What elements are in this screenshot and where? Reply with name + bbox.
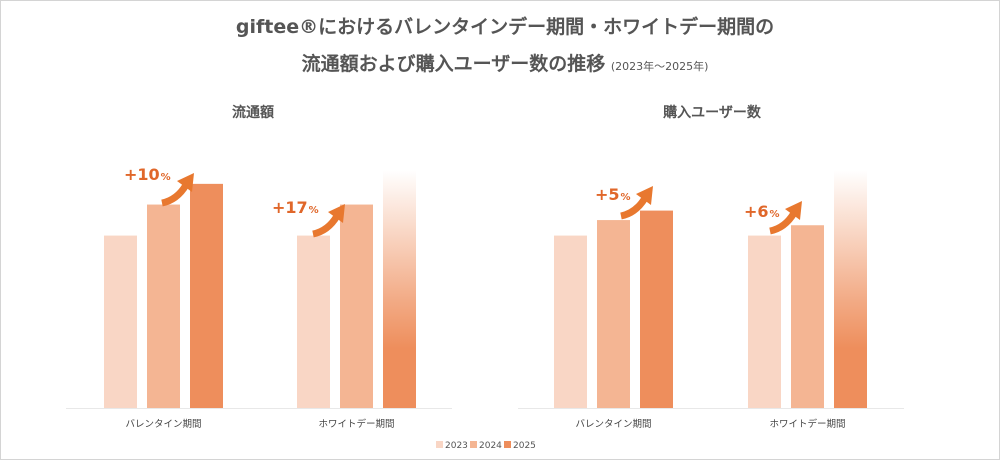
growth-arrow-icon — [620, 186, 653, 220]
bar-2023 — [554, 235, 587, 408]
growth-value: +10 — [124, 165, 160, 184]
bar-placeholder-2025 — [383, 170, 416, 408]
category-label: ホワイトデー期間 — [318, 418, 394, 430]
chart-title-line2-sub: (2023年～2025年) — [611, 59, 709, 73]
growth-unit: % — [161, 172, 171, 183]
growth-label: +6% — [744, 202, 780, 221]
growth-label: +17% — [272, 198, 319, 217]
legend-label: 2024 — [479, 441, 502, 451]
growth-arrow-icon — [312, 204, 345, 238]
bar-2025 — [640, 210, 673, 408]
growth-arrow-icon — [769, 201, 802, 235]
growth-unit: % — [621, 192, 631, 203]
bar-2023 — [297, 235, 330, 408]
bar-2024 — [147, 204, 180, 408]
growth-label: +5% — [595, 185, 631, 204]
chart-legend: 2023 2024 2025 — [436, 441, 536, 451]
bar-placeholder-2025 — [834, 170, 867, 408]
legend-swatch — [436, 441, 443, 448]
chart-title-line1: giftee®におけるバレンタインデー期間・ホワイトデー期間の — [236, 15, 774, 38]
legend-item-2024: 2024 — [470, 441, 502, 451]
legend-label: 2023 — [445, 441, 468, 451]
chart-title-line2-main: 流通額および購入ユーザー数の推移 — [302, 52, 606, 75]
category-label: バレンタイン期間 — [125, 419, 201, 430]
legend-item-2023: 2023 — [436, 441, 468, 451]
chart-title-line2: 流通額および購入ユーザー数の推移 (2023年～2025年) — [302, 52, 709, 75]
bar-2023 — [748, 235, 781, 408]
growth-value: +6 — [744, 202, 769, 221]
growth-arrow-icon — [161, 173, 194, 207]
bar-2025 — [190, 183, 223, 408]
panel-title: 購入ユーザー数 — [662, 104, 762, 121]
category-label: バレンタイン期間 — [575, 419, 651, 430]
growth-value: +5 — [595, 185, 620, 204]
growth-unit: % — [309, 205, 319, 216]
legend-item-2025: 2025 — [504, 441, 536, 451]
legend-swatch — [504, 441, 511, 448]
category-label: ホワイトデー期間 — [769, 418, 845, 430]
bar-2024 — [340, 204, 373, 408]
legend-label: 2025 — [513, 441, 536, 451]
growth-unit: % — [770, 209, 780, 220]
bar-2024 — [791, 225, 824, 408]
bar-2024 — [597, 220, 630, 408]
bar-2023 — [104, 235, 137, 408]
growth-label: +10% — [124, 165, 171, 184]
legend-swatch — [470, 441, 477, 448]
panel-title: 流通額 — [232, 104, 274, 121]
growth-value: +17 — [272, 198, 308, 217]
